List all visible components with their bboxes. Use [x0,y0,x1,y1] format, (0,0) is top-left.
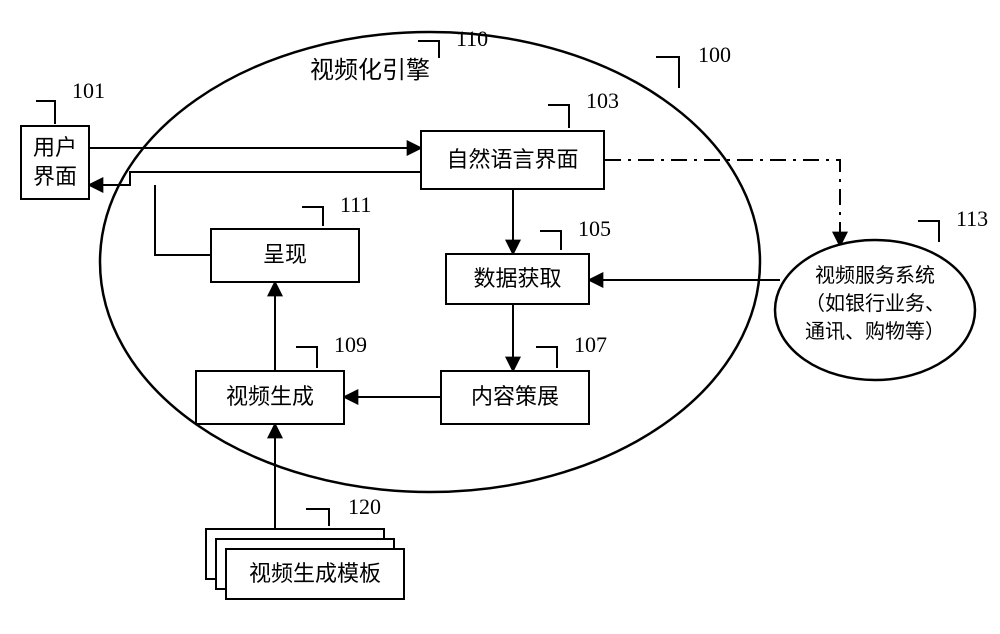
edge-nli-to-service-dashed [605,160,840,245]
engine-title: 视频化引擎 [310,50,430,85]
node-video-gen: 视频生成 [195,370,345,425]
service-ellipse-label: 视频服务系统（如银行业务、通讯、购物等） [795,262,955,346]
node-user-ui-label: 用户界面 [33,134,77,191]
node-content-cur-label: 内容策展 [471,383,559,412]
edge-present-to-return [155,185,210,255]
node-nli: 自然语言界面 [420,130,605,190]
ref-hook-101 [36,100,56,124]
ref-hook-105 [540,230,562,250]
ref-num-103: 103 [586,88,619,114]
ref-hook-113 [918,220,940,242]
node-data-acq: 数据获取 [445,253,590,305]
node-nli-label: 自然语言界面 [446,146,578,175]
ref-hook-103 [548,104,570,128]
node-presentation: 呈现 [210,228,360,283]
ref-hook-107 [536,346,558,368]
ref-num-120: 120 [348,494,381,520]
ref-num-113: 113 [956,206,988,232]
node-video-gen-label: 视频生成 [226,383,314,412]
ref-num-101: 101 [72,78,105,104]
node-template-label: 视频生成模板 [249,560,381,589]
node-template-stack: 视频生成模板 [225,548,405,600]
ref-hook-111 [302,206,324,226]
ref-num-109: 109 [334,332,367,358]
edge-nli-to-user [90,172,420,185]
node-content-cur: 内容策展 [440,370,590,425]
ref-hook-120 [306,508,330,526]
diagram-canvas: 用户界面 101 视频化引擎 110 100 自然语言界面 103 呈现 111… [0,0,1000,634]
ref-num-110: 110 [456,26,488,52]
ref-hook-109 [296,346,318,368]
ref-num-107: 107 [574,332,607,358]
ref-num-111: 111 [340,192,371,218]
node-presentation-label: 呈现 [263,241,307,270]
ref-hook-110 [418,40,440,58]
node-user-ui: 用户界面 [20,125,90,200]
ref-hook-100 [656,56,680,88]
ref-num-100: 100 [698,42,731,68]
node-data-acq-label: 数据获取 [473,265,561,294]
ref-num-105: 105 [578,216,611,242]
